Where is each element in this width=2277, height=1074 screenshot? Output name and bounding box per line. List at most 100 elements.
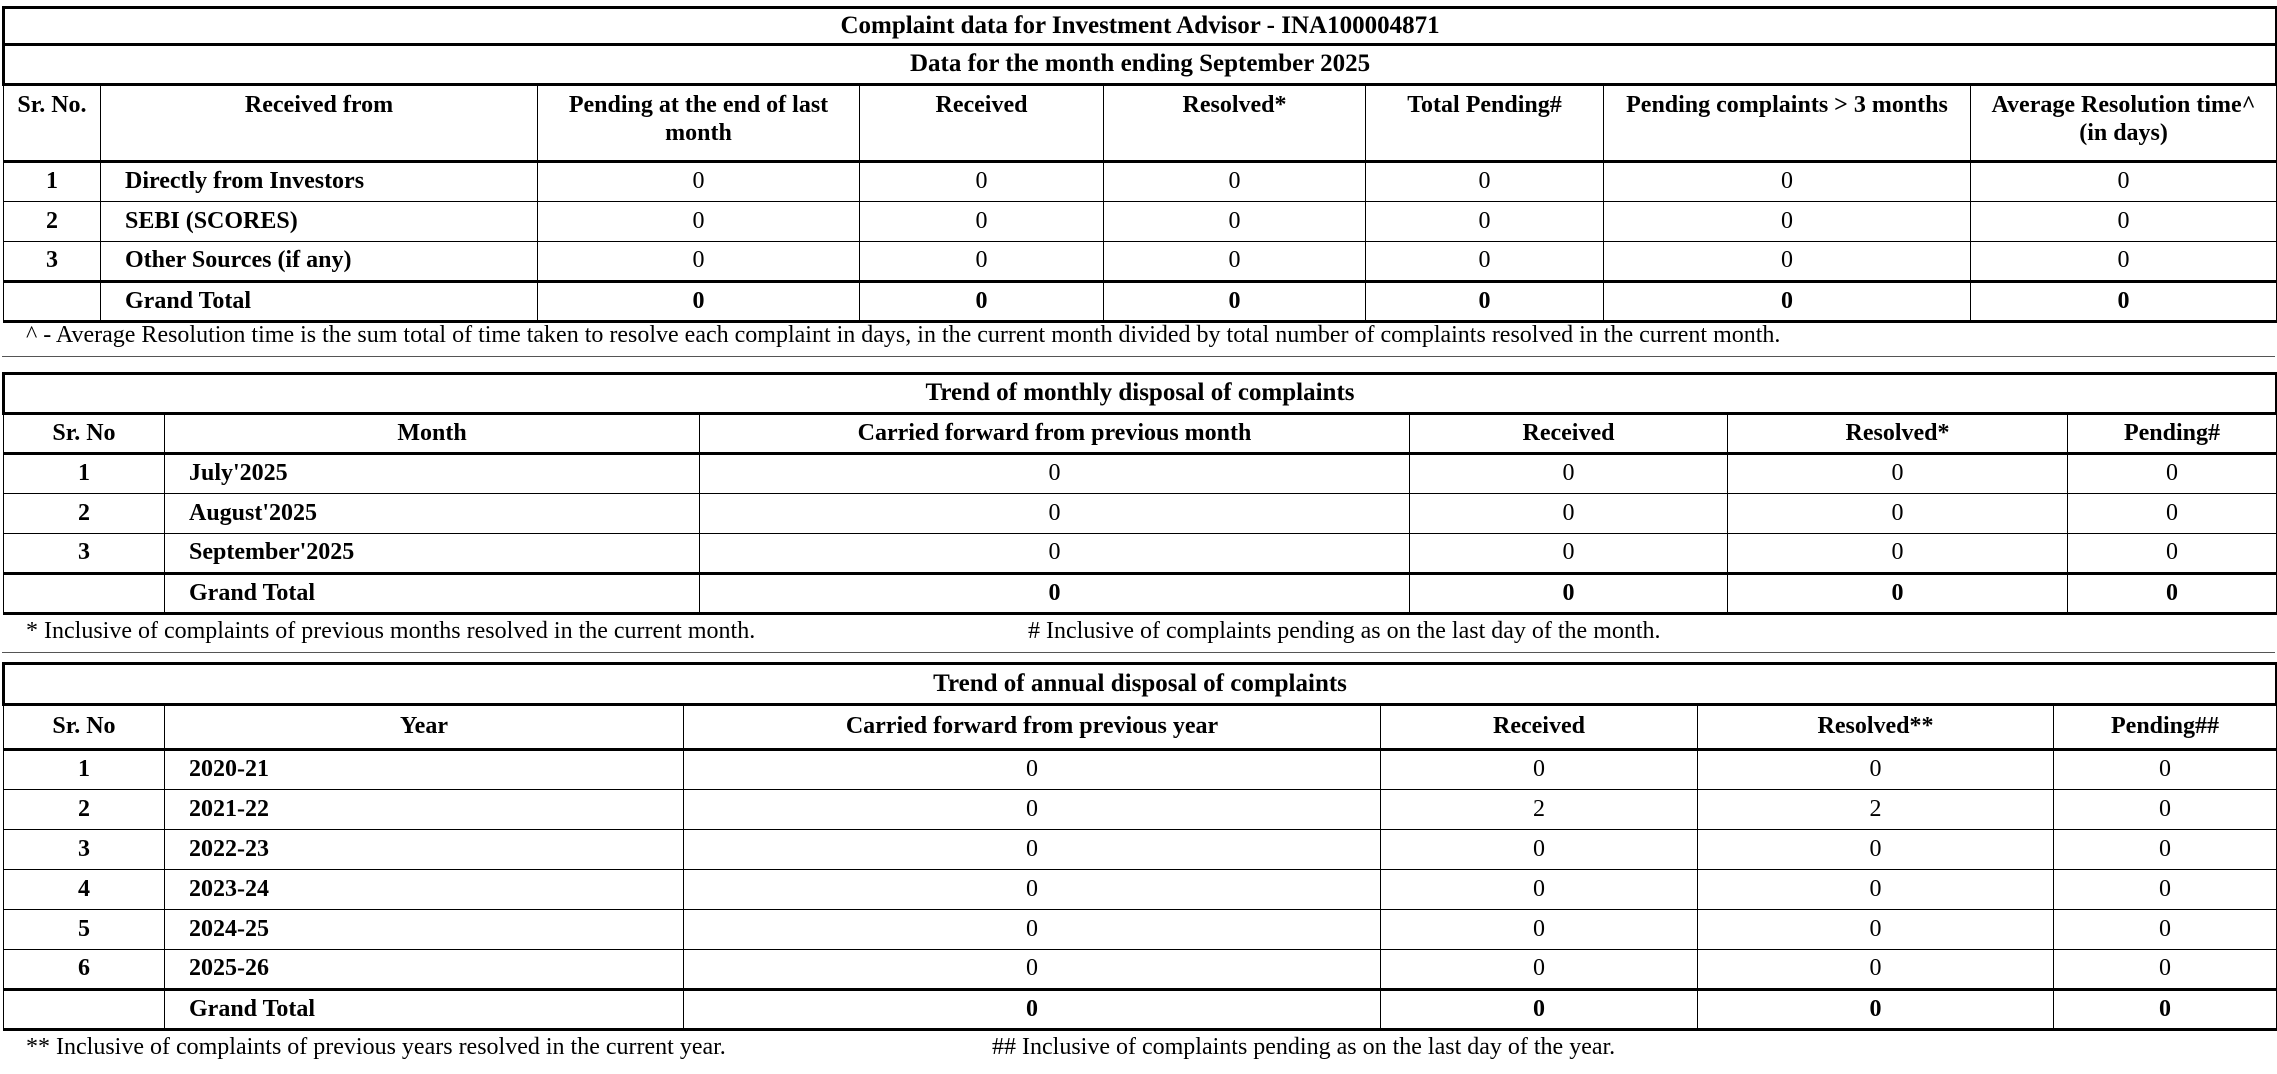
grand-total-label: Grand Total xyxy=(164,988,684,1031)
sr-no-cell: 2 xyxy=(3,201,101,242)
value-cell: 0 xyxy=(1727,493,2068,534)
value-cell: 0 xyxy=(1409,533,1728,574)
resolved-footnote: * Inclusive of complaints of previous mo… xyxy=(26,618,756,644)
table-row: 2 August'2025 0 0 0 0 xyxy=(3,493,2277,534)
value-cell: 0 xyxy=(1380,749,1698,790)
column-header: Pending# xyxy=(2066,413,2277,455)
value-cell: 0 xyxy=(1969,201,2277,242)
value-cell: 0 xyxy=(683,829,1381,870)
monthly-complaints-table: Complaint data for Investment Advisor - … xyxy=(1,6,2277,323)
grand-total-cell xyxy=(3,280,101,323)
annual-resolved-footnote: ** Inclusive of complaints of previous y… xyxy=(26,1034,726,1060)
label-cell: 2022-23 xyxy=(164,829,684,870)
annual-pending-footnote: ## Inclusive of complaints pending as on… xyxy=(992,1034,1616,1060)
value-cell: 0 xyxy=(1969,161,2277,202)
label-cell: 2020-21 xyxy=(164,749,684,790)
grand-total-cell: 0 xyxy=(2052,988,2277,1031)
monthly-trend-table: Trend of monthly disposal of complaints S… xyxy=(1,372,2277,615)
sr-no-cell: 5 xyxy=(3,909,165,950)
column-header: Received xyxy=(859,84,1104,163)
value-cell: 0 xyxy=(1697,949,2054,990)
column-header: Received xyxy=(1409,413,1728,455)
sr-no-cell: 2 xyxy=(3,789,165,830)
value-cell: 0 xyxy=(1103,201,1366,242)
label-cell: Other Sources (if any) xyxy=(100,241,538,282)
value-cell: 0 xyxy=(1697,869,2054,910)
table-title: Trend of annual disposal of complaints xyxy=(1,662,2277,706)
value-cell: 0 xyxy=(537,201,860,242)
table-title: Complaint data for Investment Advisor - … xyxy=(1,6,2277,46)
grand-total-cell: 0 xyxy=(1697,988,2054,1031)
divider xyxy=(2,356,2275,357)
grand-total-cell: 0 xyxy=(537,280,860,323)
value-cell: 0 xyxy=(2066,533,2277,574)
column-header: Resolved* xyxy=(1103,84,1366,163)
sr-no-cell: 1 xyxy=(3,161,101,202)
column-header: Received from xyxy=(100,84,538,163)
sr-no-cell: 3 xyxy=(3,533,165,574)
value-cell: 0 xyxy=(1409,453,1728,494)
column-header: Average Resolution time^ (in days) xyxy=(1969,84,2277,163)
grand-total-label: Grand Total xyxy=(100,280,538,323)
value-cell: 0 xyxy=(859,201,1104,242)
grand-total-cell: 0 xyxy=(2066,572,2277,615)
label-cell: 2023-24 xyxy=(164,869,684,910)
table-subtitle: Data for the month ending September 2025 xyxy=(1,43,2277,86)
table-row: 5 2024-25 0 0 0 0 xyxy=(3,909,2277,950)
table-row: 2 SEBI (SCORES) 0 0 0 0 0 0 xyxy=(3,201,2277,242)
value-cell: 0 xyxy=(683,789,1381,830)
column-header: Pending## xyxy=(2052,704,2277,751)
value-cell: 0 xyxy=(537,241,860,282)
grand-total-cell: 0 xyxy=(1727,572,2068,615)
grand-total-cell: 0 xyxy=(1380,988,1698,1031)
value-cell: 0 xyxy=(1365,201,1604,242)
value-cell: 0 xyxy=(1380,829,1698,870)
value-cell: 0 xyxy=(1380,949,1698,990)
value-cell: 0 xyxy=(1380,869,1698,910)
label-cell: July'2025 xyxy=(164,453,700,494)
value-cell: 0 xyxy=(1969,241,2277,282)
label-cell: September'2025 xyxy=(164,533,700,574)
grand-total-cell: 0 xyxy=(859,280,1104,323)
table-row: 1 Directly from Investors 0 0 0 0 0 0 xyxy=(3,161,2277,202)
column-header: Sr. No. xyxy=(3,84,101,163)
value-cell: 0 xyxy=(859,241,1104,282)
column-header: Sr. No xyxy=(3,704,165,751)
value-cell: 0 xyxy=(1727,533,2068,574)
value-cell: 0 xyxy=(683,869,1381,910)
value-cell: 0 xyxy=(683,909,1381,950)
grand-total-row: Grand Total 0 0 0 0 0 0 xyxy=(3,280,2277,323)
table-row: 3 Other Sources (if any) 0 0 0 0 0 0 xyxy=(3,241,2277,282)
label-cell: 2025-26 xyxy=(164,949,684,990)
column-header: Resolved* xyxy=(1727,413,2068,455)
sr-no-cell: 2 xyxy=(3,493,165,534)
sr-no-cell: 6 xyxy=(3,949,165,990)
value-cell: 0 xyxy=(1697,749,2054,790)
column-header: Resolved** xyxy=(1697,704,2054,751)
sr-no-cell: 1 xyxy=(3,453,165,494)
value-cell: 0 xyxy=(699,533,1410,574)
sr-no-cell: 3 xyxy=(3,241,101,282)
value-cell: 0 xyxy=(1103,161,1366,202)
grand-total-row: Grand Total 0 0 0 0 xyxy=(3,572,2277,615)
column-header: Year xyxy=(164,704,684,751)
value-cell: 0 xyxy=(859,161,1104,202)
value-cell: 0 xyxy=(683,949,1381,990)
value-cell: 0 xyxy=(2052,749,2277,790)
value-cell: 0 xyxy=(1365,161,1604,202)
value-cell: 0 xyxy=(1697,829,2054,870)
label-cell: Directly from Investors xyxy=(100,161,538,202)
table-row: 1 July'2025 0 0 0 0 xyxy=(3,453,2277,494)
value-cell: 0 xyxy=(537,161,860,202)
sr-no-cell: 4 xyxy=(3,869,165,910)
table-row: 4 2023-24 0 0 0 0 xyxy=(3,869,2277,910)
value-cell: 0 xyxy=(1727,453,2068,494)
table-row: 1 2020-21 0 0 0 0 xyxy=(3,749,2277,790)
value-cell: 0 xyxy=(1697,909,2054,950)
value-cell: 0 xyxy=(2052,869,2277,910)
grand-total-cell: 0 xyxy=(1603,280,1971,323)
value-cell: 0 xyxy=(699,453,1410,494)
label-cell: SEBI (SCORES) xyxy=(100,201,538,242)
column-header: Received xyxy=(1380,704,1698,751)
value-cell: 0 xyxy=(1603,161,1971,202)
